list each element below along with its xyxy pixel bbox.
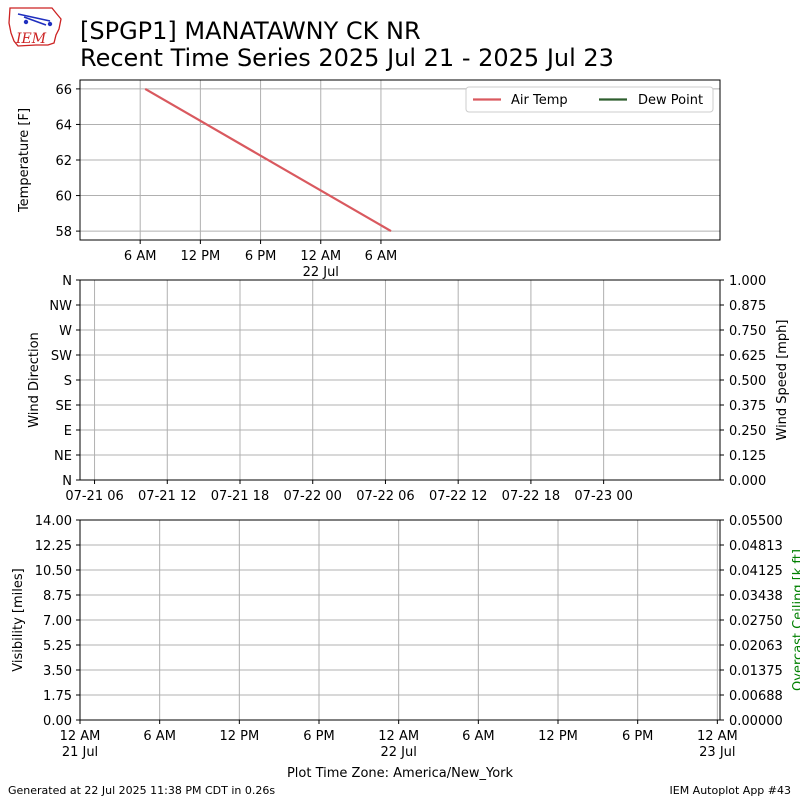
y-tick-label: SE — [56, 399, 72, 414]
y-right-axis-label: Overcast Ceiling [k ft] — [791, 549, 800, 691]
y-right-tick-label: 0.02063 — [729, 639, 783, 654]
y-tick-label: 66 — [55, 83, 72, 98]
legend-label-air-temp: Air Temp — [511, 93, 568, 108]
series-line-air-temp — [144, 87, 392, 233]
x-tick-label: 12 AM — [378, 729, 419, 744]
plot-frame — [79, 519, 721, 721]
x-tick-label: 6 PM — [245, 249, 276, 264]
y-tick-label: NE — [54, 449, 72, 464]
x-tick-label: 07-21 18 — [211, 489, 269, 504]
y-right-tick-label: 0.00688 — [729, 689, 783, 704]
y-tick-label: 58 — [55, 225, 72, 240]
x-tick-label: 6 AM — [365, 249, 398, 264]
chart-subtitle: Recent Time Series 2025 Jul 21 - 2025 Ju… — [80, 44, 614, 72]
y-right-tick-label: 0.03438 — [729, 589, 783, 604]
x-tick-label: 07-22 06 — [356, 489, 414, 504]
y-tick-label: W — [59, 324, 72, 339]
x-tick-label: 12 AM — [60, 729, 101, 744]
plot-frame — [79, 79, 721, 241]
y-tick-label: 10.50 — [35, 564, 72, 579]
x-tick-label: 12 PM — [219, 729, 259, 744]
y-tick-label: 5.25 — [43, 639, 72, 654]
y-right-tick-label: 0.05500 — [729, 514, 783, 529]
y-axis-label: Wind Direction — [27, 332, 42, 428]
x-tick-label: 12 PM — [181, 249, 221, 264]
x-tick-sublabel: 22 Jul — [303, 265, 339, 280]
y-right-tick-label: 0.875 — [729, 299, 766, 314]
y-tick-label: N — [62, 274, 72, 289]
x-tick-label: 07-22 00 — [284, 489, 342, 504]
y-right-tick-label: 0.250 — [729, 424, 766, 439]
x-axis-label: Plot Time Zone: America/New_York — [287, 766, 514, 781]
x-tick-sublabel: 21 Jul — [62, 745, 98, 760]
x-tick-label: 6 PM — [622, 729, 653, 744]
y-tick-label: 3.50 — [43, 664, 72, 679]
y-tick-label: S — [64, 374, 72, 389]
x-tick-sublabel: 22 Jul — [380, 745, 416, 760]
iem-logo: IEM — [8, 7, 62, 47]
y-tick-label: 0.00 — [43, 714, 72, 729]
legend-label-dew-point: Dew Point — [638, 93, 703, 108]
x-tick-sublabel: 23 Jul — [699, 745, 735, 760]
y-right-tick-label: 0.01375 — [729, 664, 783, 679]
x-tick-label: 07-22 12 — [429, 489, 487, 504]
y-right-tick-label: 0.625 — [729, 349, 766, 364]
y-axis-label: Visibility [miles] — [11, 568, 26, 671]
y-right-axis-label: Wind Speed [mph] — [775, 320, 790, 441]
y-tick-label: 7.00 — [43, 614, 72, 629]
plot-frame — [79, 279, 721, 481]
legend-box — [465, 86, 714, 113]
y-right-tick-label: 0.04813 — [729, 539, 783, 554]
y-tick-label: 60 — [55, 190, 72, 205]
x-tick-label: 6 AM — [124, 249, 157, 264]
x-tick-label: 12 AM — [697, 729, 738, 744]
x-tick-label: 6 AM — [143, 729, 176, 744]
y-right-tick-label: 0.000 — [729, 474, 766, 489]
y-right-tick-label: 1.000 — [729, 274, 766, 289]
y-tick-label: N — [62, 474, 72, 489]
logo-text: IEM — [15, 31, 47, 47]
y-tick-label: NW — [49, 299, 72, 314]
x-tick-label: 07-22 18 — [502, 489, 560, 504]
x-tick-label: 6 AM — [462, 729, 495, 744]
y-right-tick-label: 0.750 — [729, 324, 766, 339]
x-tick-label: 12 PM — [538, 729, 578, 744]
y-tick-label: 1.75 — [43, 689, 72, 704]
y-right-tick-label: 0.04125 — [729, 564, 783, 579]
app-footer: IEM Autoplot App #43 — [669, 784, 792, 797]
y-tick-label: 8.75 — [43, 589, 72, 604]
y-tick-label: 64 — [55, 118, 72, 133]
y-right-tick-label: 0.00000 — [729, 714, 783, 729]
y-tick-label: 12.25 — [35, 539, 72, 554]
y-right-tick-label: 0.02750 — [729, 614, 783, 629]
x-tick-label: 6 PM — [303, 729, 334, 744]
chart-title: [SPGP1] MANATAWNY CK NR — [80, 17, 421, 45]
x-tick-label: 07-23 00 — [574, 489, 632, 504]
generated-footer: Generated at 22 Jul 2025 11:38 PM CDT in… — [8, 784, 276, 797]
y-axis-label: Temperature [F] — [17, 108, 32, 213]
y-tick-label: 62 — [55, 154, 72, 169]
x-tick-label: 07-21 12 — [138, 489, 196, 504]
y-tick-label: E — [64, 424, 72, 439]
y-right-tick-label: 0.125 — [729, 449, 766, 464]
y-tick-label: SW — [51, 349, 72, 364]
y-right-tick-label: 0.375 — [729, 399, 766, 414]
x-tick-label: 12 AM — [300, 249, 341, 264]
y-right-tick-label: 0.500 — [729, 374, 766, 389]
x-tick-label: 07-21 06 — [65, 489, 123, 504]
y-tick-label: 14.00 — [35, 514, 72, 529]
